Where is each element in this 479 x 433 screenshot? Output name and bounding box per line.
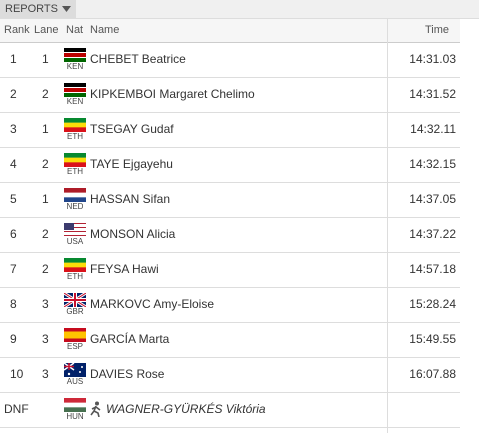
rank: 8 <box>10 297 17 311</box>
lane: 2 <box>42 262 49 276</box>
result-row: DNF HUN WAGNER-GYÜRKÉS Viktória <box>0 392 460 428</box>
flag <box>64 258 86 272</box>
flag <box>64 188 86 202</box>
athlete-name[interactable]: CHEBET Beatrice <box>90 52 186 66</box>
toolbar <box>0 0 479 19</box>
result-row: 1 1 KEN CHEBET Beatrice 14:31.03 <box>0 42 460 78</box>
time: 14:31.03 <box>409 52 456 66</box>
result-row: 3 1 ETH TSEGAY Gudaf 14:32.11 <box>0 112 460 148</box>
lane: 3 <box>42 297 49 311</box>
athlete-name[interactable]: WAGNER-GYÜRKÉS Viktória <box>106 402 266 416</box>
lane: 3 <box>42 332 49 346</box>
nat-code: ESP <box>66 342 83 351</box>
flag <box>64 328 86 342</box>
flag <box>64 223 86 237</box>
time: 14:31.52 <box>409 87 456 101</box>
time: 14:37.22 <box>409 227 456 241</box>
lane: 1 <box>42 52 49 66</box>
lane: 1 <box>42 192 49 206</box>
table-header: Rank Lane Nat Name Time <box>0 19 460 43</box>
rank: 10 <box>10 367 24 381</box>
header-rank: Rank <box>4 24 30 36</box>
athlete-name[interactable]: TSEGAY Gudaf <box>90 122 174 136</box>
rank: 6 <box>10 227 17 241</box>
flag <box>64 153 86 167</box>
header-nat: Nat <box>66 24 84 36</box>
dnf-icon <box>90 401 101 417</box>
result-row: 6 2 USA MONSON Alicia 14:37.22 <box>0 217 460 253</box>
athlete-name[interactable]: KIPKEMBOI Margaret Chelimo <box>90 87 255 101</box>
column-separator <box>387 19 388 433</box>
rank: 3 <box>10 122 17 136</box>
nat-code: ETH <box>67 167 83 176</box>
flag <box>64 118 86 132</box>
time: 15:49.55 <box>409 332 456 346</box>
nat-code: KEN <box>66 62 84 71</box>
rank: 4 <box>10 157 17 171</box>
reports-label: REPORTS <box>5 3 58 15</box>
lane: 2 <box>42 87 49 101</box>
time: 15:28.24 <box>409 297 456 311</box>
nat-code: ETH <box>67 272 83 281</box>
flag <box>64 293 86 307</box>
rank: 9 <box>10 332 17 346</box>
header-lane: Lane <box>34 24 59 36</box>
time: 14:37.05 <box>409 192 456 206</box>
result-row: 10 3 AUS DAVIES Rose 16:07.88 <box>0 357 460 393</box>
time: 14:57.18 <box>409 262 456 276</box>
athlete-name[interactable]: DAVIES Rose <box>90 367 165 381</box>
lane: 3 <box>42 367 49 381</box>
reports-dropdown[interactable]: REPORTS <box>0 0 76 18</box>
result-row: 2 2 KEN KIPKEMBOI Margaret Chelimo 14:31.52 <box>0 77 460 113</box>
result-row: 9 3 ESP GARCÍA Marta 15:49.55 <box>0 322 460 358</box>
flag <box>64 398 86 412</box>
nat-code: ETH <box>67 132 83 141</box>
nat-code: USA <box>66 237 84 246</box>
athlete-name[interactable]: GARCÍA Marta <box>90 332 170 346</box>
rank: 2 <box>10 87 17 101</box>
time: 14:32.15 <box>409 157 456 171</box>
athlete-name[interactable]: MARKOVC Amy-Eloise <box>90 297 215 311</box>
rank: DNF <box>4 402 29 416</box>
flag <box>64 83 86 97</box>
result-row: 4 2 ETH TAYE Ejgayehu 14:32.15 <box>0 147 460 183</box>
nat-code: AUS <box>66 377 84 386</box>
result-row: 5 1 NED HASSAN Sifan 14:37.05 <box>0 182 460 218</box>
nat-code: GBR <box>66 307 84 316</box>
nat-code: KEN <box>66 97 84 106</box>
header-time: Time <box>425 24 450 36</box>
flag <box>64 363 86 377</box>
rank: 7 <box>10 262 17 276</box>
time: 16:07.88 <box>409 367 456 381</box>
dropdown-arrow <box>62 6 71 12</box>
header-name: Name <box>90 24 120 36</box>
nat-code: NED <box>66 202 84 211</box>
time: 14:32.11 <box>410 122 456 136</box>
athlete-name[interactable]: TAYE Ejgayehu <box>90 157 173 171</box>
result-row: 8 3 GBR MARKOVC Amy-Eloise 15:28.24 <box>0 287 460 323</box>
result-row: 7 2 ETH FEYSA Hawi 14:57.18 <box>0 252 460 288</box>
rank: 5 <box>10 192 17 206</box>
athlete-name[interactable]: MONSON Alicia <box>90 227 176 241</box>
lane: 1 <box>42 122 49 136</box>
nat-code: HUN <box>66 412 84 421</box>
athlete-name[interactable]: FEYSA Hawi <box>90 262 159 276</box>
flag <box>64 48 86 62</box>
athlete-name[interactable]: HASSAN Sifan <box>90 192 171 206</box>
lane: 2 <box>42 157 49 171</box>
rank: 1 <box>10 52 17 66</box>
lane: 2 <box>42 227 49 241</box>
